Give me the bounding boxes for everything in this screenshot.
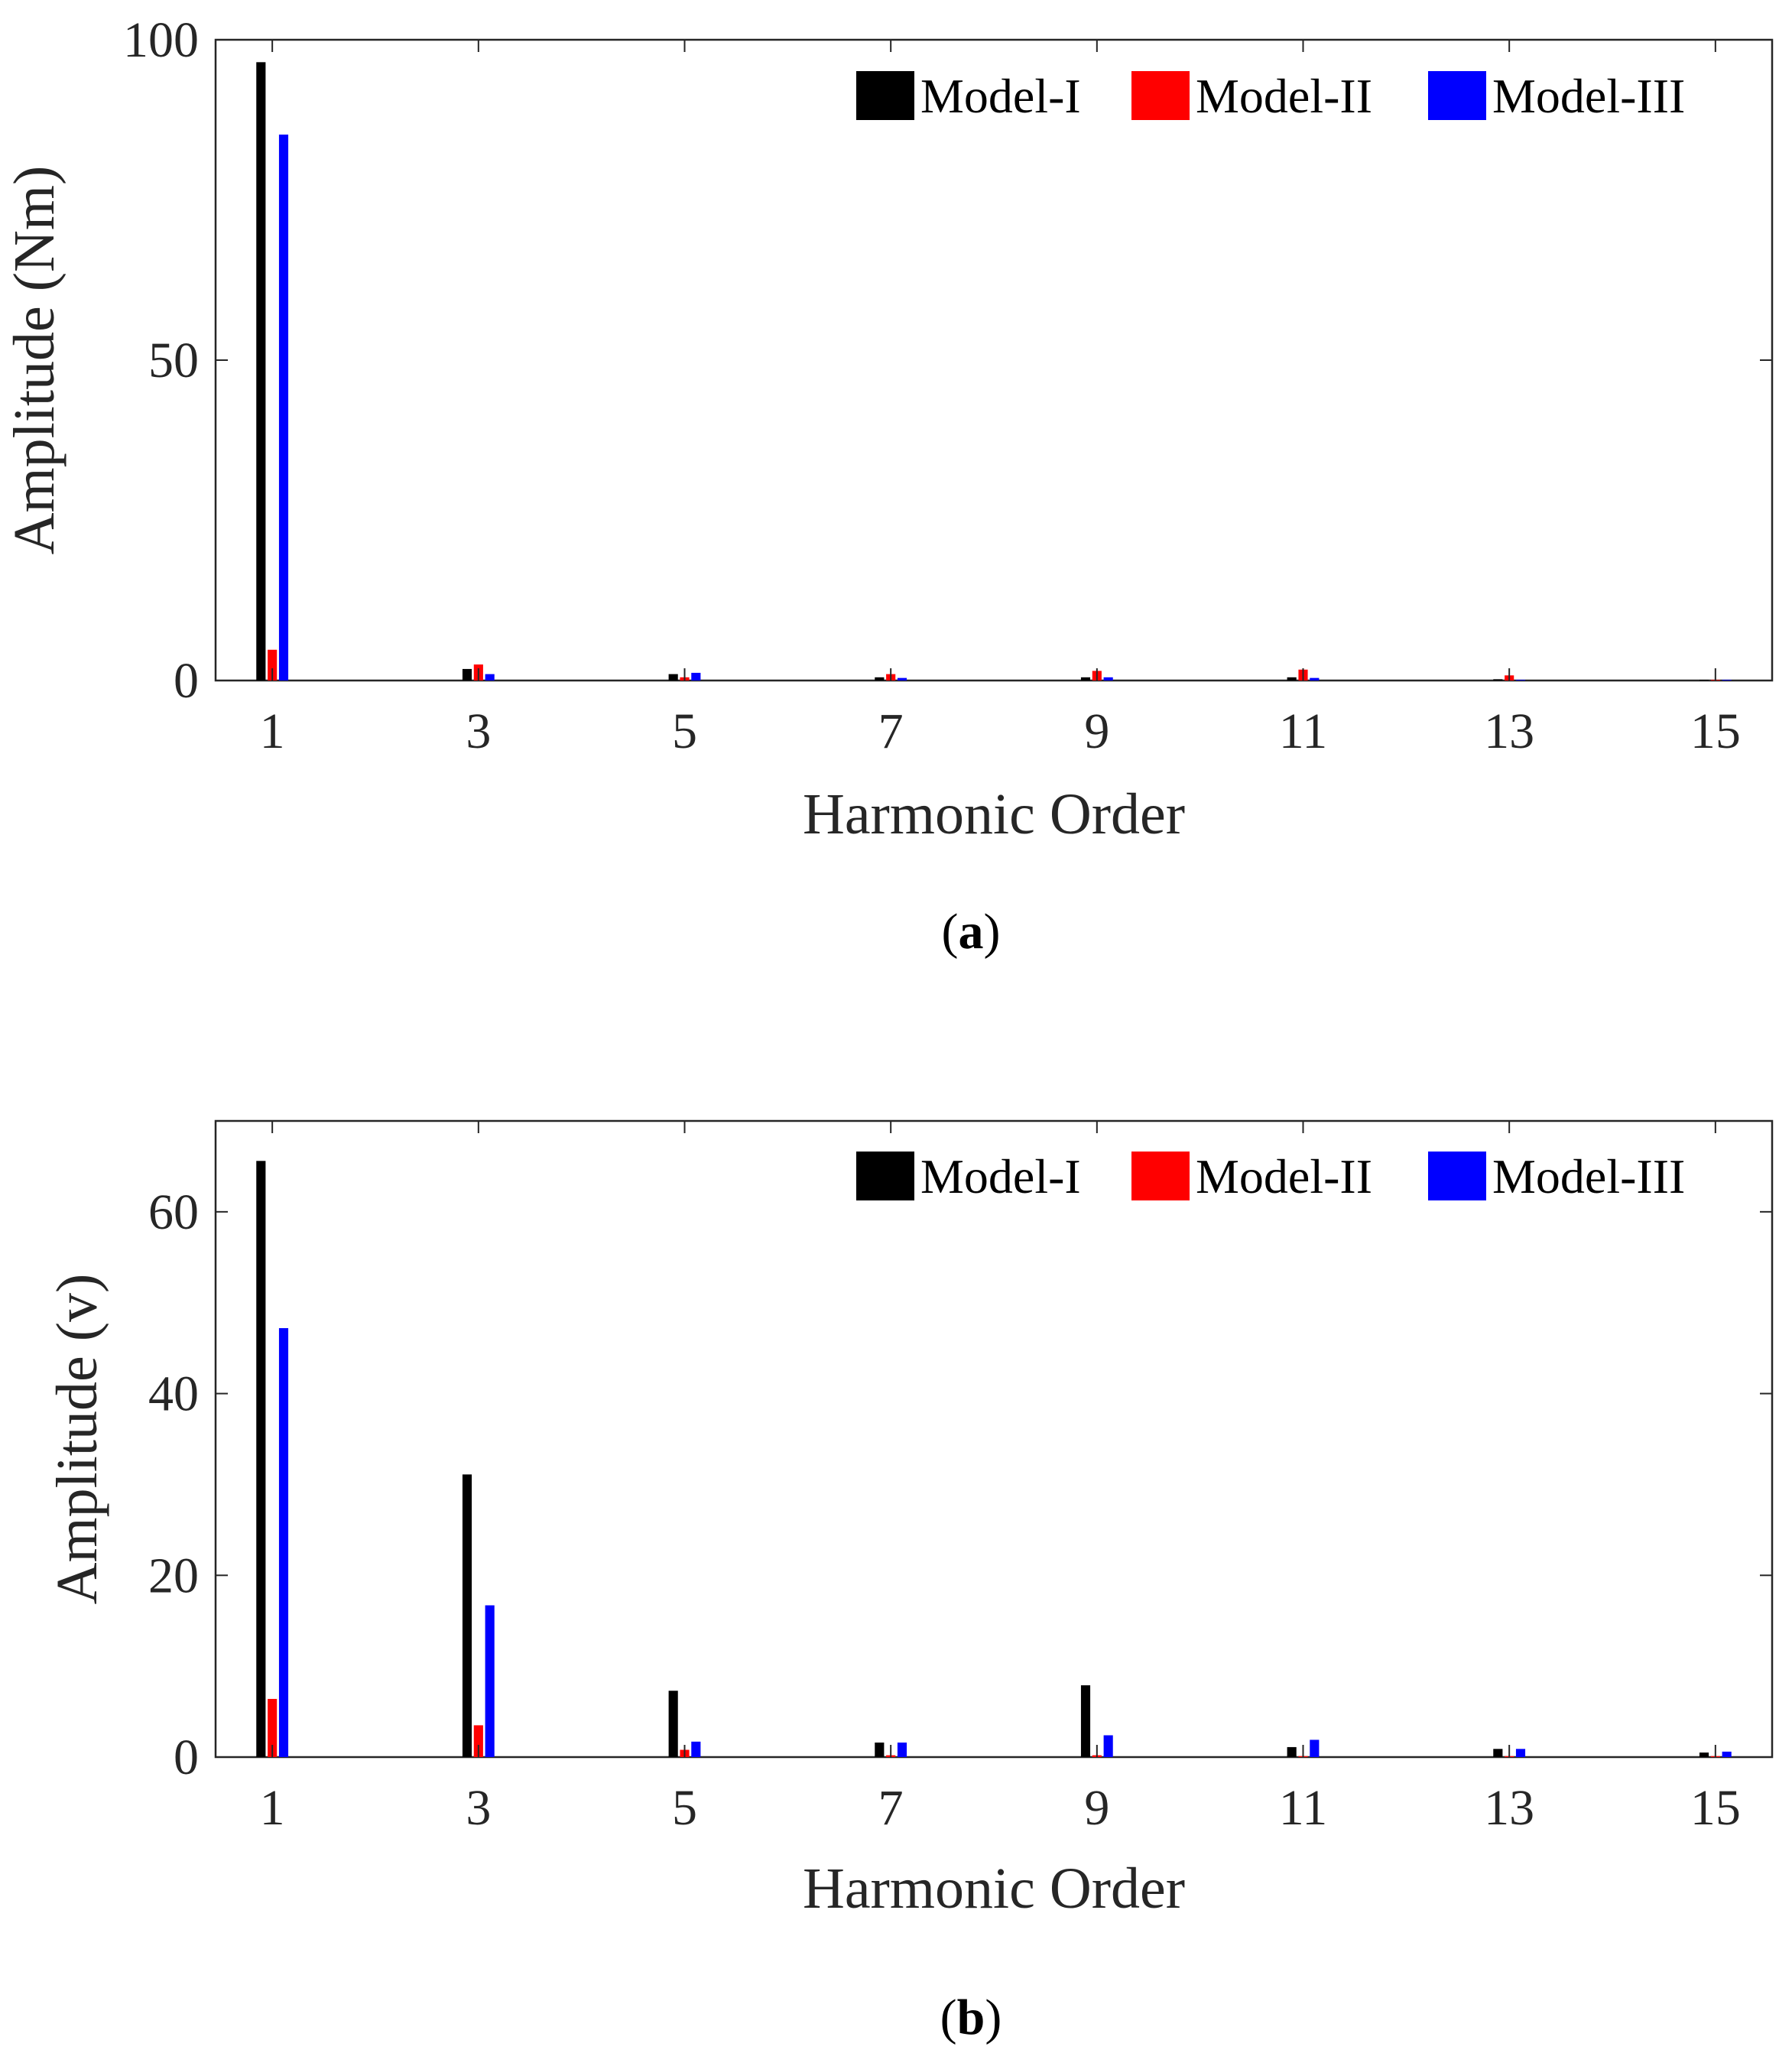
y-tick-label: 50 [148, 333, 199, 388]
x-tick-label: 9 [1084, 1780, 1109, 1836]
legend-swatch-model-i [856, 71, 914, 120]
bar-model-ii-h3 [473, 1725, 483, 1757]
bar-model-iii-h13 [1515, 680, 1526, 681]
bar-model-i-h15 [1699, 1753, 1709, 1757]
bar-model-iii-h9 [1103, 1735, 1113, 1757]
bar-model-i-h15 [1699, 680, 1709, 681]
y-tick-label: 0 [174, 1730, 199, 1785]
bar-model-iii-h5 [691, 1741, 701, 1757]
bar-model-iii-h13 [1515, 1749, 1526, 1757]
y-tick-label: 60 [148, 1184, 199, 1240]
bar-model-i-h13 [1493, 679, 1503, 681]
bar-model-i-h1 [256, 1161, 266, 1757]
x-tick-label: 13 [1484, 1780, 1534, 1836]
bar-model-i-h11 [1287, 677, 1297, 681]
x-tick-label: 11 [1279, 1780, 1328, 1836]
bar-model-i-h3 [462, 1474, 472, 1757]
bar-model-iii-h1 [278, 135, 289, 681]
legend-label-model-i: Model-I [920, 1149, 1081, 1204]
legend-label-model-ii: Model-II [1196, 1149, 1372, 1204]
x-tick-label: 3 [466, 703, 491, 759]
legend-label-model-iii: Model-III [1492, 1149, 1685, 1204]
caption-part: ( [942, 904, 959, 960]
bar-model-iii-h11 [1310, 1740, 1320, 1757]
bar-model-iii-h15 [1722, 680, 1732, 681]
bar-model-ii-h1 [268, 649, 278, 681]
bar-model-iii-h7 [897, 677, 907, 681]
bar-model-i-h7 [875, 677, 885, 681]
plot-area [214, 38, 1774, 682]
x-tick-label: 9 [1084, 703, 1109, 759]
legend-label-model-iii: Model-III [1492, 69, 1685, 123]
bar-model-i-h11 [1287, 1746, 1297, 1757]
bar-model-iii-h11 [1310, 677, 1320, 681]
x-axis-title: Harmonic Order [803, 782, 1185, 846]
x-tick-label: 1 [260, 703, 285, 759]
x-tick-label: 5 [672, 703, 697, 759]
bar-model-iii-h9 [1103, 677, 1113, 681]
y-tick-label: 20 [148, 1548, 199, 1603]
bar-model-iii-h3 [485, 1605, 495, 1757]
bar-model-i-h1 [256, 62, 266, 681]
x-tick-label: 3 [466, 1780, 491, 1836]
caption-part: b [957, 1990, 985, 2045]
legend-label-model-ii: Model-II [1196, 69, 1372, 123]
bar-model-iii-h5 [691, 672, 701, 681]
y-tick-label: 0 [174, 653, 199, 709]
x-tick-label: 7 [878, 703, 904, 759]
y-axis-title: Amplitude (Nm) [2, 166, 67, 555]
y-tick-label: 100 [123, 12, 199, 68]
y-tick-label: 40 [148, 1366, 199, 1422]
panel-caption: (a) [942, 904, 1001, 960]
bar-model-i-h5 [668, 674, 678, 681]
bar-model-iii-h15 [1722, 1751, 1732, 1757]
x-tick-label: 1 [260, 1780, 285, 1836]
plot-area [214, 1119, 1774, 1759]
legend-swatch-model-iii [1428, 1152, 1486, 1200]
legend-swatch-model-i [856, 1152, 914, 1200]
bar-model-i-h9 [1080, 677, 1091, 681]
caption-part: ) [984, 904, 1001, 960]
bar-model-ii-h1 [268, 1698, 278, 1757]
legend: Model-I Model-II Model-III [856, 1149, 1685, 1204]
bar-model-iii-h1 [278, 1327, 289, 1757]
legend-label-model-i: Model-I [920, 69, 1081, 123]
legend-swatch-model-ii [1131, 1152, 1190, 1200]
bar-model-i-h3 [462, 668, 472, 681]
x-axis-title: Harmonic Order [803, 1856, 1185, 1921]
legend-swatch-model-ii [1131, 71, 1190, 120]
bar-model-i-h7 [875, 1742, 885, 1757]
x-tick-label: 13 [1484, 703, 1534, 759]
x-tick-label: 15 [1690, 703, 1741, 759]
bar-model-i-h9 [1080, 1685, 1091, 1757]
caption-part: a [959, 904, 984, 960]
bar-model-iii-h3 [485, 674, 495, 681]
caption-part: ) [985, 1990, 1002, 2045]
legend: Model-I Model-II Model-III [856, 69, 1685, 123]
x-tick-label: 11 [1279, 703, 1328, 759]
x-tick-label: 7 [878, 1780, 904, 1836]
legend-swatch-model-iii [1428, 71, 1486, 120]
x-tick-label: 5 [672, 1780, 697, 1836]
caption-part: ( [940, 1990, 957, 2045]
bar-model-i-h13 [1493, 1749, 1503, 1757]
bar-model-i-h5 [668, 1691, 678, 1757]
panel-caption: (b) [940, 1990, 1002, 2045]
bar-model-iii-h7 [897, 1742, 907, 1757]
x-tick-label: 15 [1690, 1780, 1741, 1836]
y-axis-title: Amplitude (v) [45, 1274, 109, 1605]
